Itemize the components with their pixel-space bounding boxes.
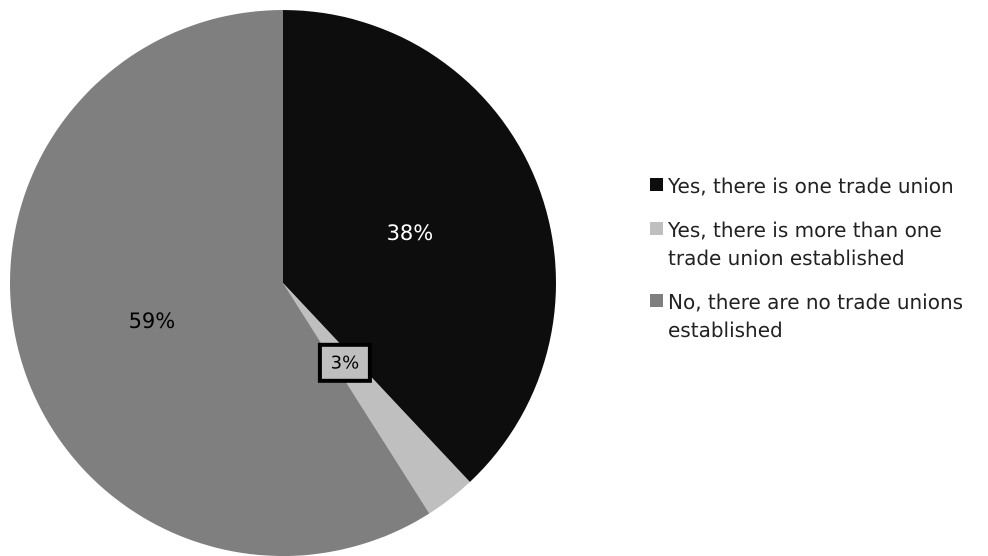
data-label-text-no-unions: 59% (129, 309, 176, 333)
legend-label-more-than-one-union: Yes, there is more than one trade union … (668, 218, 942, 270)
data-label-one-union: 38% (387, 221, 434, 245)
pie-slice-more-than-one-union (283, 283, 470, 514)
legend-item-one-union: Yes, there is one trade union (650, 172, 988, 200)
legend-item-more-than-one-union: Yes, there is more than one trade union … (650, 216, 988, 272)
legend-label-no-unions: No, there are no trade unions establishe… (668, 290, 964, 342)
data-label-text-one-union: 38% (387, 221, 434, 245)
data-label-box-more-than-one-union (317, 342, 372, 383)
data-label-text-more-than-one-union: 3% (331, 352, 360, 373)
pie-slice-one-union (283, 10, 556, 483)
pie-slice-no-unions (9, 10, 430, 556)
legend-label-one-union: Yes, there is one trade union (668, 174, 954, 198)
legend-item-no-unions: No, there are no trade unions establishe… (650, 288, 988, 344)
data-label-more-than-one-union: 3% (317, 342, 372, 383)
legend-swatch-more-than-one-union (650, 222, 663, 235)
legend-swatch-one-union (650, 178, 663, 191)
legend: Yes, there is one trade union Yes, there… (650, 172, 988, 360)
legend-swatch-no-unions (650, 294, 663, 307)
data-label-no-unions: 59% (129, 309, 176, 333)
